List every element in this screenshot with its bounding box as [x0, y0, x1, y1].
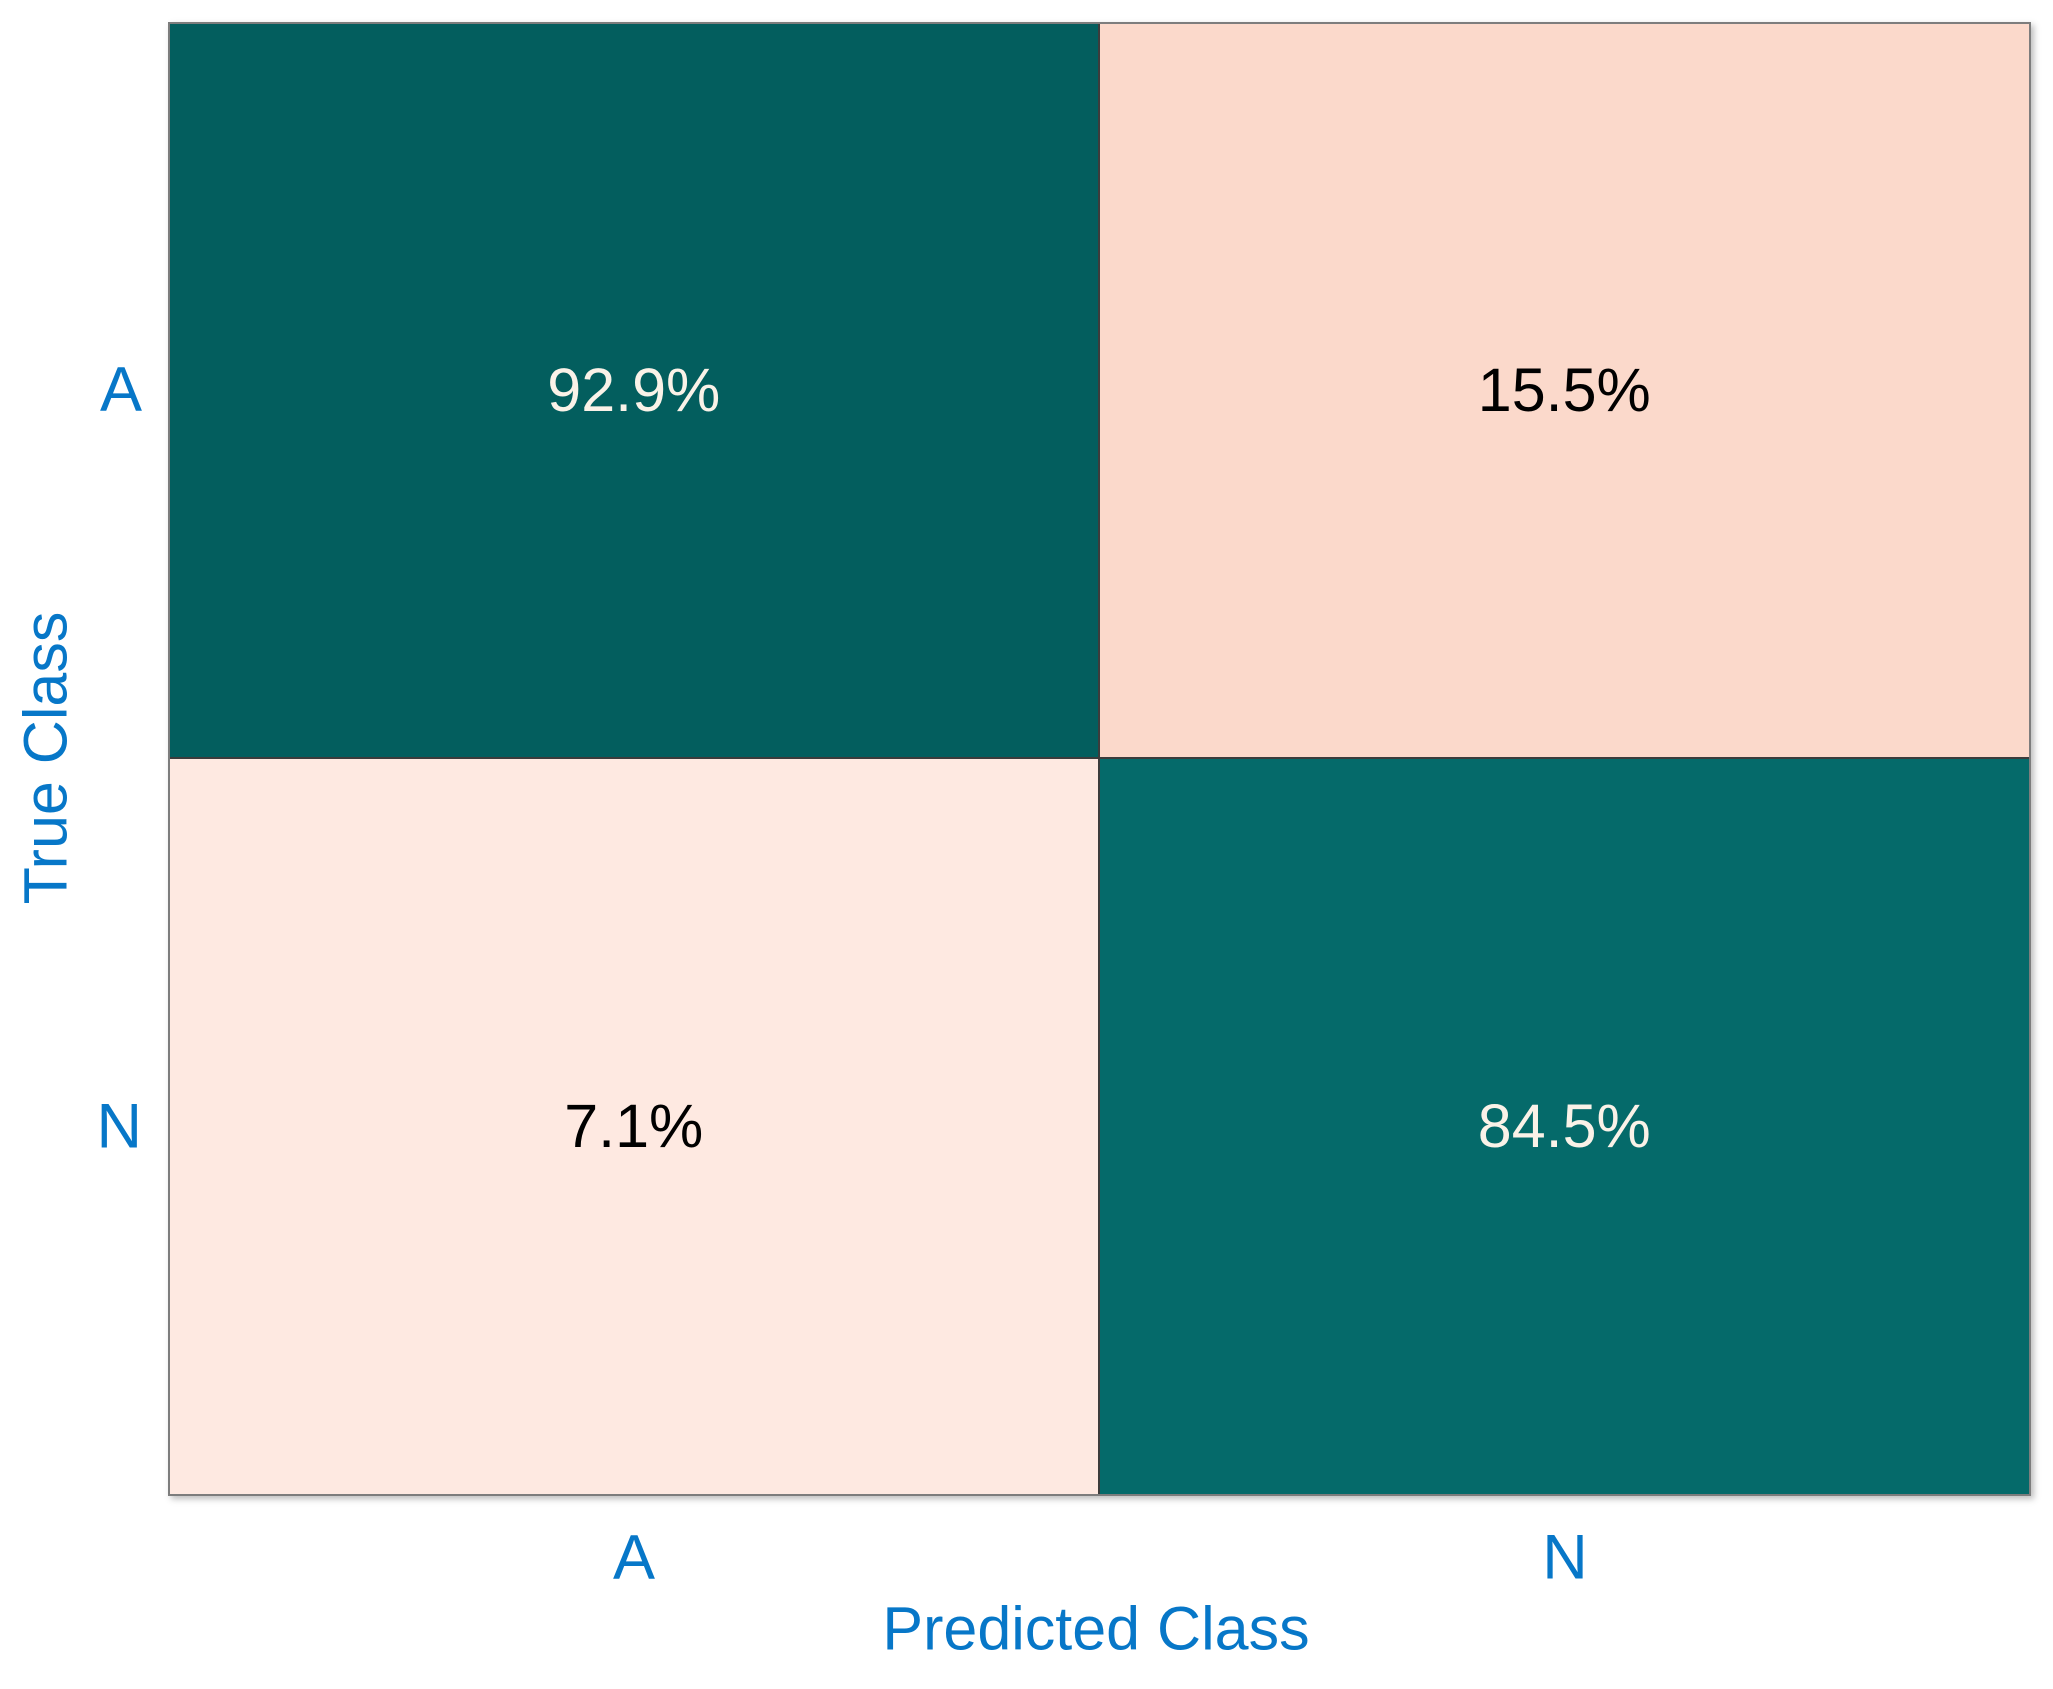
y-tick-N: N	[96, 1091, 143, 1162]
cell-true-N-pred-A: 7.1%	[170, 759, 1100, 1494]
x-tick-A: A	[612, 1522, 656, 1593]
cell-value: 92.9%	[547, 356, 721, 424]
cell-value: 84.5%	[1477, 1092, 1651, 1160]
cell-true-A-pred-N: 15.5%	[1099, 24, 2029, 759]
cell-value: 7.1%	[564, 1092, 704, 1160]
cell-true-A-pred-A: 92.9%	[170, 24, 1100, 759]
y-axis-label: True Class	[11, 611, 80, 905]
cell-true-N-pred-N: 84.5%	[1099, 759, 2029, 1494]
confusion-matrix-grid: 92.9% 15.5% 7.1% 84.5%	[168, 22, 2031, 1496]
y-tick-A: A	[99, 354, 142, 425]
x-tick-N: N	[1542, 1522, 1588, 1593]
cell-value: 15.5%	[1477, 356, 1651, 424]
x-axis-label: Predicted Class	[882, 1594, 1310, 1663]
